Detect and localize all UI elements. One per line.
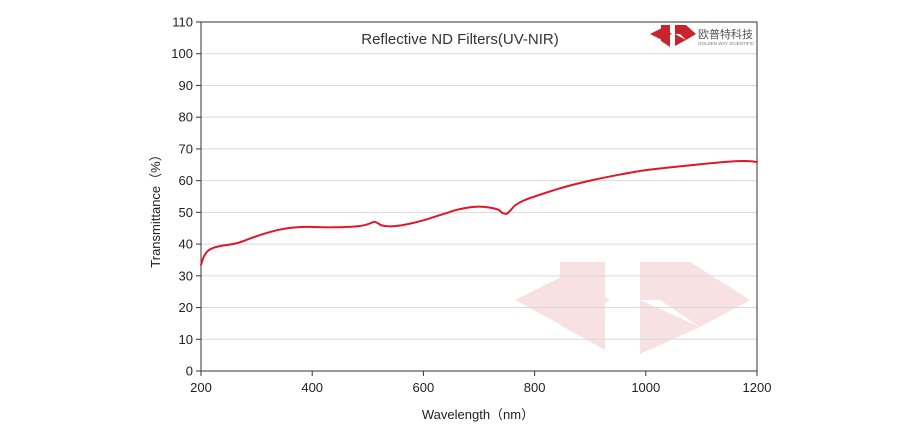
y-tick-label: 50 [179,205,193,220]
watermark-logo [515,262,750,354]
y-tick-label: 10 [179,332,193,347]
y-tick-label: 60 [179,173,193,188]
y-tick-label: 40 [179,237,193,252]
plot-area-frame [200,21,758,372]
y-tick-label: 80 [179,110,193,125]
x-tick-label: 800 [524,380,546,395]
logo-company-en: GOLDEN WAY SCIENTIFIC [698,41,755,46]
y-tick-label: 110 [172,15,193,30]
grid-lines [201,53,757,340]
y-tick-label: 20 [179,300,193,315]
x-tick-label: 600 [413,380,435,395]
y-tick-label: 0 [186,364,193,379]
y-axis-title: Transmittance（%） [148,148,163,267]
brand-logo: 欧普特科技 GOLDEN WAY SCIENTIFIC [650,25,755,47]
y-axis-ticks: 0 10 20 30 40 50 60 70 80 90 100 110 [171,15,201,379]
y-tick-label: 90 [179,78,193,93]
y-tick-label: 30 [179,268,193,283]
y-tick-label: 100 [171,46,193,61]
x-tick-label: 400 [301,380,323,395]
x-tick-label: 1200 [743,380,772,395]
series-line-transmittance [200,159,758,266]
logo-mark-icon [650,25,696,47]
chart-title: Reflective ND Filters(UV-NIR) [361,31,559,48]
x-axis-ticks: 200 400 600 800 1000 1200 [190,371,771,395]
logo-company-cn: 欧普特科技 [698,27,753,41]
x-axis-title: Wavelength（nm） [422,407,534,422]
x-tick-label: 200 [190,380,212,395]
x-tick-label: 1000 [631,380,660,395]
y-tick-label: 70 [179,141,193,156]
